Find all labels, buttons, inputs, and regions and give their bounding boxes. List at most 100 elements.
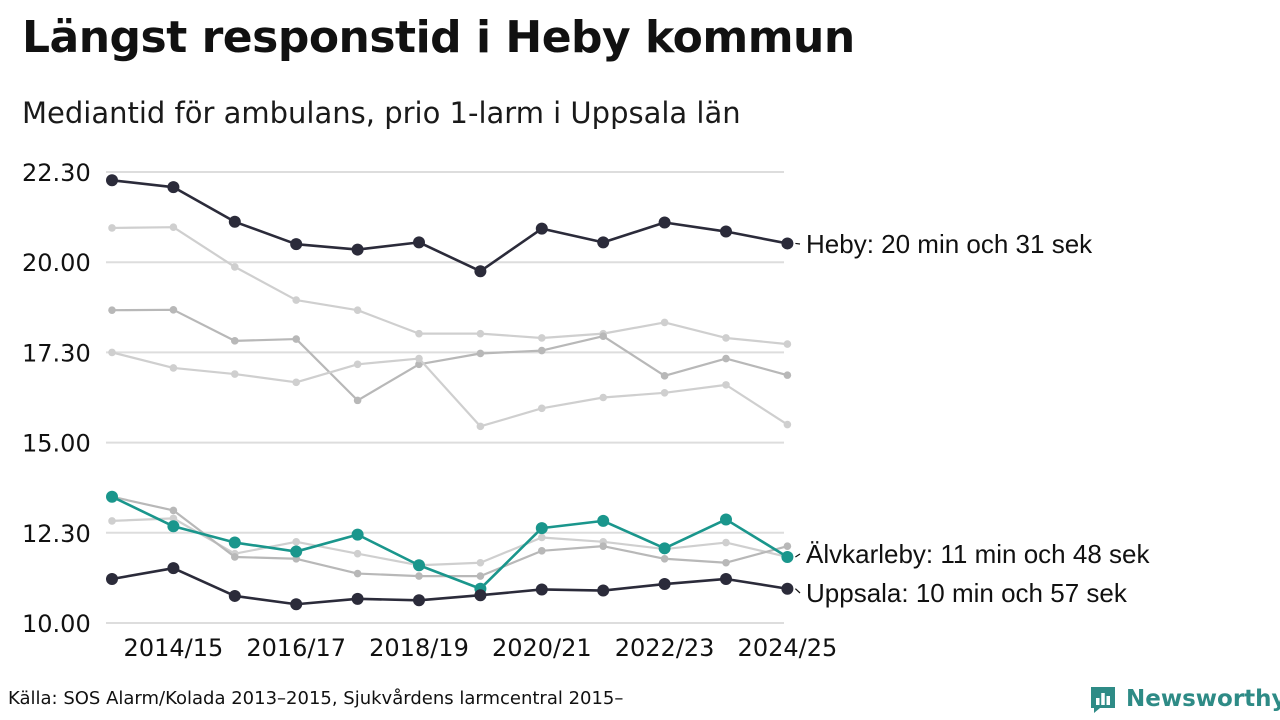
series-grå-kommun-a (108, 223, 792, 348)
data-point (781, 582, 794, 595)
data-point (538, 547, 546, 555)
data-point (169, 514, 178, 523)
series-end-label: Uppsala: 10 min och 57 sek (806, 578, 1128, 608)
data-point (353, 549, 362, 558)
data-point (413, 594, 425, 607)
chart-subtitle: Mediantid för ambulans, prio 1-larm i Up… (22, 96, 741, 130)
series-line (111, 226, 788, 346)
data-point (597, 236, 610, 249)
data-point (538, 334, 546, 342)
x-tick-label: 2018/19 (369, 634, 469, 662)
series-labels: Heby: 20 min och 31 sek Älvkarleby: 11 mi… (794, 229, 1150, 608)
y-tick-label: 22.30 (22, 159, 91, 187)
data-point (538, 533, 546, 542)
data-point (353, 396, 362, 405)
data-point (474, 265, 487, 278)
brand-name: Newsworthy (1126, 686, 1280, 712)
data-point (353, 360, 362, 369)
brand-logo: Newsworthy (1088, 682, 1280, 716)
series-end-label: Heby: 20 min och 31 sek (806, 229, 1093, 259)
x-tick-label: 2022/23 (615, 634, 715, 662)
data-point (413, 559, 425, 572)
data-point (106, 490, 118, 503)
x-tick-label: 2024/25 (738, 634, 838, 662)
data-point (783, 542, 792, 550)
data-point (538, 346, 546, 355)
data-point (231, 370, 239, 378)
data-point (108, 348, 116, 357)
y-tick-label: 10.00 (22, 610, 91, 638)
data-point (290, 598, 303, 611)
series-line (111, 495, 789, 591)
data-point (228, 215, 241, 228)
series-line (111, 179, 788, 273)
data-point (660, 318, 669, 327)
source-note: Källa: SOS Alarm/Kolada 2013–2015, Sjukv… (8, 688, 624, 709)
data-point (167, 562, 180, 575)
data-point (783, 340, 792, 348)
data-point (535, 222, 548, 235)
data-point (351, 592, 364, 605)
data-point (599, 542, 607, 550)
data-point (292, 378, 301, 387)
data-point (722, 334, 730, 342)
data-point (476, 329, 485, 338)
data-point (476, 572, 485, 580)
data-point (413, 236, 425, 249)
data-point (106, 572, 118, 585)
data-point (415, 329, 423, 338)
data-point (290, 238, 303, 251)
data-point (720, 572, 732, 585)
data-point (292, 538, 301, 546)
data-point (169, 364, 178, 372)
x-tick-label: 2016/17 (246, 634, 346, 662)
data-point (720, 225, 732, 238)
data-point (722, 354, 730, 363)
data-point (351, 528, 364, 541)
data-point (722, 538, 730, 547)
data-point (599, 332, 607, 340)
data-point (108, 224, 116, 232)
data-point (292, 335, 301, 343)
data-point (783, 420, 792, 429)
data-point (783, 371, 792, 379)
data-point (781, 550, 794, 563)
data-point (231, 553, 239, 561)
data-point (781, 237, 794, 250)
data-point (169, 306, 178, 314)
data-point (535, 583, 548, 596)
data-point (228, 589, 241, 602)
series-line (111, 308, 788, 402)
y-axis-ticks: 10.00 12.30 15.00 17.30 20.00 22.30 (22, 159, 91, 638)
data-point (474, 589, 487, 602)
series-lines (106, 174, 794, 611)
y-tick-label: 17.30 (22, 339, 91, 367)
series-heby (106, 174, 794, 278)
data-point (660, 389, 669, 397)
series-grå-kommun-b (108, 306, 792, 405)
data-point (660, 372, 669, 380)
data-point (290, 545, 303, 558)
data-point (658, 542, 671, 555)
series-uppsala (106, 562, 794, 611)
chart-title: Längst responstid i Heby kommun (22, 12, 855, 63)
y-tick-label: 20.00 (22, 249, 91, 277)
data-point (476, 349, 485, 358)
data-point (660, 554, 669, 563)
data-point (415, 354, 423, 363)
data-point (353, 306, 362, 314)
data-point (231, 337, 239, 345)
data-point (353, 569, 362, 578)
data-point (292, 296, 301, 304)
data-point (167, 181, 180, 194)
series-line (111, 351, 788, 428)
series-line (111, 517, 788, 567)
x-tick-label: 2020/21 (492, 634, 592, 662)
data-point (169, 506, 178, 515)
data-point (597, 514, 610, 527)
data-point (658, 578, 671, 591)
data-point (169, 223, 178, 232)
label-leader-line (794, 588, 801, 594)
series-älvkarleby (106, 490, 794, 595)
